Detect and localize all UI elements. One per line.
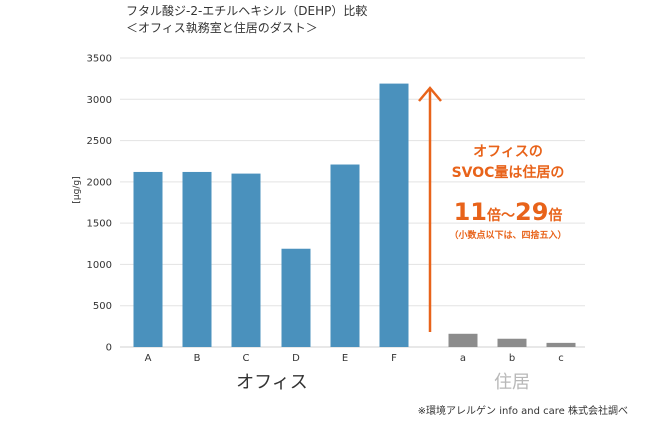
y-tick-label: 1000: [87, 260, 112, 271]
y-tick-label: 0: [106, 343, 112, 354]
y-tick-label: 500: [93, 301, 112, 312]
x-tick-label-C: C: [243, 353, 250, 364]
y-tick-label: 2500: [87, 136, 112, 147]
chart-subtitle: ＜オフィス執務室と住居のダスト＞: [126, 21, 318, 35]
y-axis-ticks: 0 500 1000 1500 2000 2500 3000 3500: [87, 54, 112, 354]
bars: [133, 83, 576, 348]
arrow-head: [418, 86, 442, 102]
bar-a: [448, 333, 478, 347]
group-label-home: 住居: [494, 372, 530, 393]
y-tick-label: 3000: [87, 95, 112, 106]
annotation-ratio: 11倍～29倍: [454, 198, 563, 226]
x-tick-label-A: A: [145, 353, 152, 364]
annotation-ratio-max: 29: [515, 198, 548, 226]
bar-b: [497, 338, 527, 347]
annotation-ratio-min: 11: [454, 198, 487, 226]
x-tick-label-a: a: [460, 353, 466, 364]
x-tick-label-b: b: [509, 353, 515, 364]
bar-E: [330, 164, 360, 347]
chart-title: フタル酸ジ-2-エチルヘキシル（DEHP）比較: [126, 4, 368, 18]
bar-F: [379, 83, 409, 348]
comparison-annotation: オフィスの SVOC量は住居の 11倍～29倍 （小数点以下は、四捨五入）: [449, 144, 566, 241]
x-tick-label-D: D: [292, 353, 300, 364]
y-tick-label: 3500: [87, 54, 112, 65]
annotation-ratio-separator: 倍～: [487, 207, 515, 224]
group-label-office: オフィス: [236, 372, 308, 393]
annotation-note: （小数点以下は、四捨五入）: [449, 229, 566, 241]
y-tick-label: 2000: [87, 177, 112, 188]
comparison-arrow: [418, 86, 442, 332]
annotation-line-2: SVOC量は住居の: [452, 164, 565, 181]
x-tick-label-E: E: [342, 353, 348, 364]
source-note: ※環境アレルゲン info and care 株式会社調べ: [418, 404, 628, 417]
bar-B: [182, 171, 212, 347]
x-tick-label-F: F: [391, 353, 397, 364]
annotation-line-1: オフィスの: [473, 144, 543, 160]
x-tick-label-B: B: [194, 353, 201, 364]
annotation-ratio-unit: 倍: [548, 207, 562, 224]
bar-A: [133, 171, 163, 347]
bar-c: [546, 342, 576, 347]
y-axis-label: [μg/g]: [72, 176, 82, 203]
x-tick-label-c: c: [558, 353, 564, 364]
y-tick-label: 1500: [87, 219, 112, 230]
bar-C: [231, 173, 261, 347]
bar-D: [281, 248, 311, 347]
